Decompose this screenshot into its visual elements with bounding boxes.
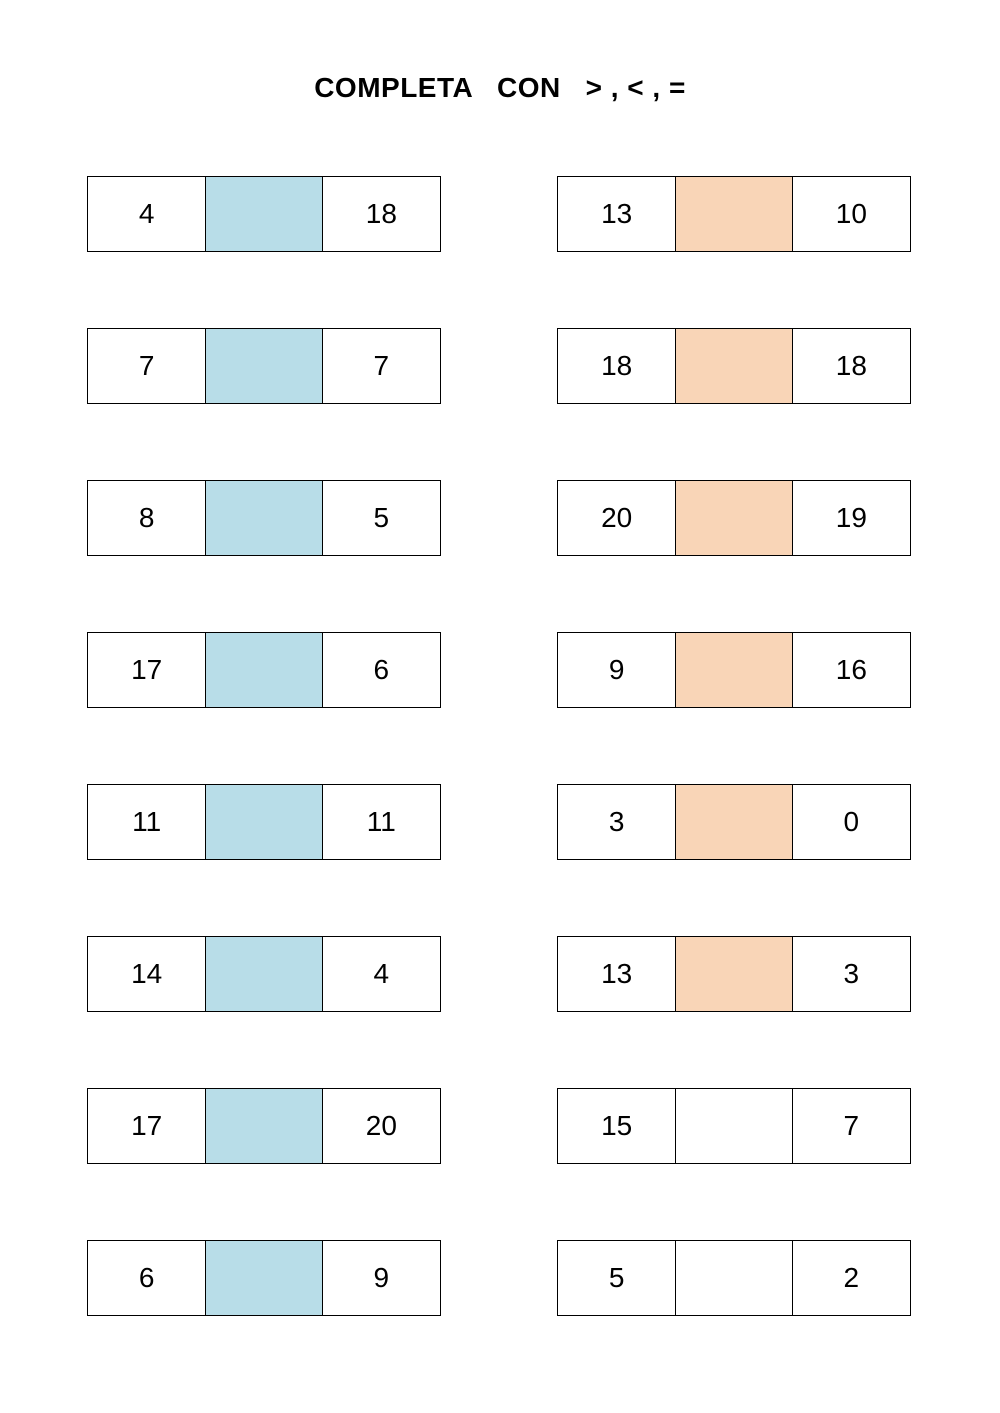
answer-box[interactable]: [675, 936, 793, 1012]
answer-input[interactable]: [676, 480, 792, 556]
left-number: 13: [601, 958, 633, 989]
right-number: 7: [373, 350, 390, 381]
answer-input[interactable]: [676, 936, 792, 1012]
left-number: 8: [138, 502, 155, 533]
answer-input[interactable]: [676, 328, 792, 404]
right-number: 11: [366, 806, 396, 837]
column-right: 13 10 18 18 20 19 9 16 3 0 13 3 15 7 5 2: [557, 176, 911, 1392]
right-number: 20: [365, 1110, 397, 1141]
left-number: 17: [131, 1110, 163, 1141]
answer-input[interactable]: [206, 784, 322, 860]
answer-box[interactable]: [205, 632, 323, 708]
column-left: 4 18 7 7 8 5 17 6 11 11 14 4 17 20 6 9: [87, 176, 441, 1392]
answer-box[interactable]: [205, 784, 323, 860]
left-number: 6: [138, 1262, 155, 1293]
comparison-row: 15 7: [557, 1088, 911, 1164]
right-number: 4: [373, 958, 390, 989]
answer-box[interactable]: [205, 1240, 323, 1316]
comparison-row: 14 4: [87, 936, 441, 1012]
answer-input[interactable]: [206, 1088, 322, 1164]
answer-box[interactable]: [205, 1088, 323, 1164]
answer-box[interactable]: [675, 632, 793, 708]
answer-input[interactable]: [206, 480, 322, 556]
right-number: 19: [835, 502, 867, 533]
left-number: 20: [601, 502, 633, 533]
left-number: 7: [138, 350, 155, 381]
right-number: 0: [843, 806, 860, 837]
left-number: 3: [608, 806, 625, 837]
answer-box[interactable]: [205, 936, 323, 1012]
answer-box[interactable]: [205, 480, 323, 556]
answer-input[interactable]: [676, 784, 792, 860]
left-number: 11: [132, 806, 162, 837]
answer-input[interactable]: [206, 1240, 322, 1316]
right-number: 3: [843, 958, 860, 989]
answer-input[interactable]: [676, 176, 792, 252]
answer-input[interactable]: [676, 632, 792, 708]
left-number: 14: [131, 958, 163, 989]
answer-input[interactable]: [206, 176, 322, 252]
answer-box[interactable]: [205, 328, 323, 404]
answer-box[interactable]: [675, 1240, 793, 1316]
left-number: 18: [601, 350, 633, 381]
answer-input[interactable]: [206, 936, 322, 1012]
comparison-row: 13 3: [557, 936, 911, 1012]
left-number: 4: [138, 198, 155, 229]
comparison-row: 11 11: [87, 784, 441, 860]
answer-input[interactable]: [206, 328, 322, 404]
right-number: 10: [835, 198, 867, 229]
right-number: 5: [373, 502, 390, 533]
answer-input[interactable]: [676, 1240, 792, 1316]
answer-box[interactable]: [205, 176, 323, 252]
answer-box[interactable]: [675, 480, 793, 556]
comparison-row: 4 18: [87, 176, 441, 252]
comparison-row: 13 10: [557, 176, 911, 252]
left-number: 5: [608, 1262, 625, 1293]
comparison-row: 9 16: [557, 632, 911, 708]
right-number: 18: [835, 350, 867, 381]
answer-box[interactable]: [675, 784, 793, 860]
answer-input[interactable]: [676, 1088, 792, 1164]
page-title: COMPLETA CON > , < , =: [314, 72, 686, 103]
comparison-row: 17 20: [87, 1088, 441, 1164]
right-number: 6: [373, 654, 390, 685]
answer-input[interactable]: [206, 632, 322, 708]
right-number: 16: [835, 654, 867, 685]
right-number: 7: [843, 1110, 860, 1141]
left-number: 17: [131, 654, 163, 685]
right-number: 9: [373, 1262, 390, 1293]
right-number: 18: [365, 198, 397, 229]
comparison-row: 20 19: [557, 480, 911, 556]
answer-box[interactable]: [675, 328, 793, 404]
comparison-row: 18 18: [557, 328, 911, 404]
left-number: 9: [608, 654, 625, 685]
left-number: 13: [601, 198, 633, 229]
answer-box[interactable]: [675, 176, 793, 252]
comparison-row: 17 6: [87, 632, 441, 708]
left-number: 15: [601, 1110, 633, 1141]
answer-box[interactable]: [675, 1088, 793, 1164]
right-number: 2: [843, 1262, 860, 1293]
